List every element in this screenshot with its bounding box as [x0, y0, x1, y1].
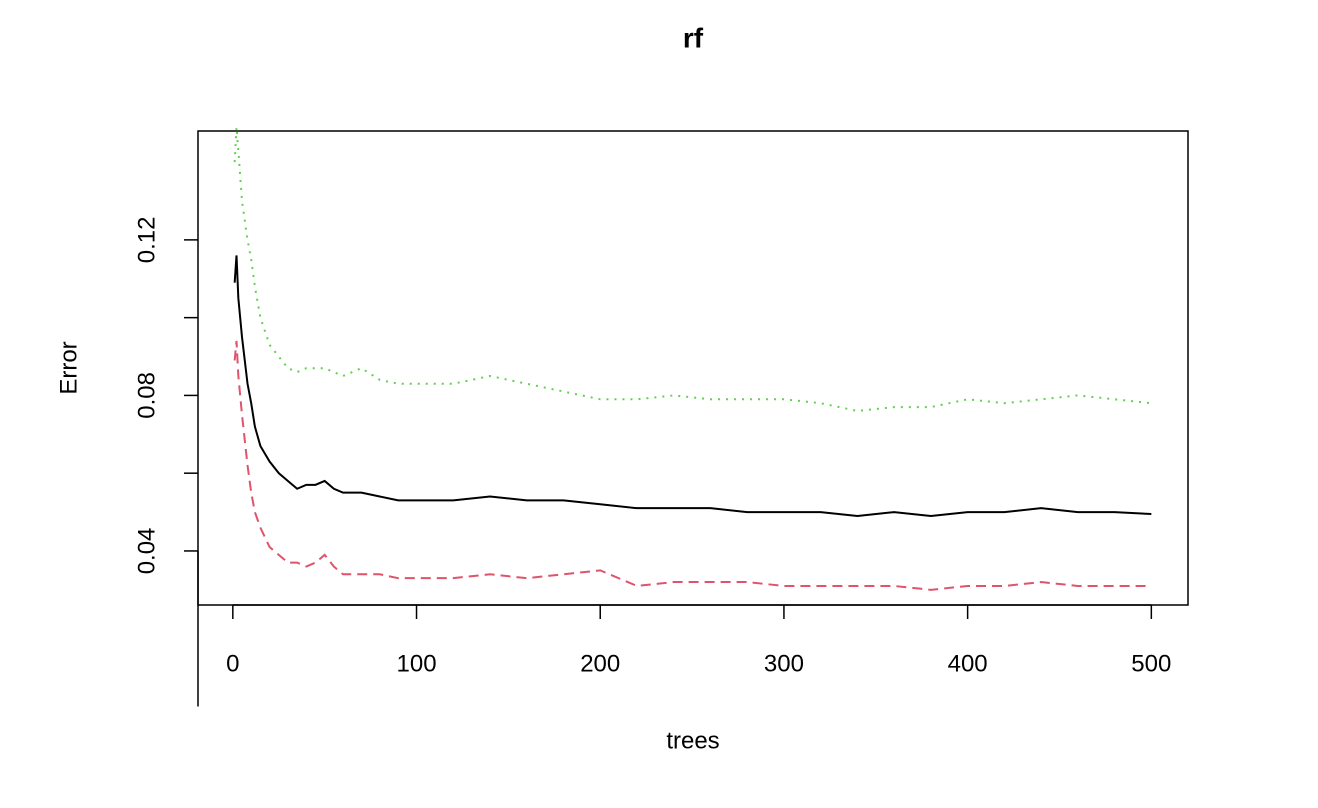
y-axis-label: Error — [55, 341, 82, 394]
x-tick-label: 100 — [397, 650, 437, 677]
x-tick-label: 200 — [580, 650, 620, 677]
y-tick-label: 0.12 — [133, 217, 160, 264]
x-tick-label: 300 — [764, 650, 804, 677]
x-tick-label: 500 — [1131, 650, 1171, 677]
error-line — [233, 255, 1152, 517]
chart-title: rf — [683, 22, 704, 53]
x-tick-label: 0 — [226, 650, 239, 677]
y-tick-label: 0.04 — [133, 528, 160, 575]
x-tick-label: 400 — [948, 650, 988, 677]
error-line — [233, 340, 1152, 591]
y-tick-label: 0.08 — [133, 372, 160, 419]
error-line — [233, 127, 1152, 412]
x-axis-label: trees — [666, 727, 719, 754]
plot-frame — [197, 130, 1189, 606]
